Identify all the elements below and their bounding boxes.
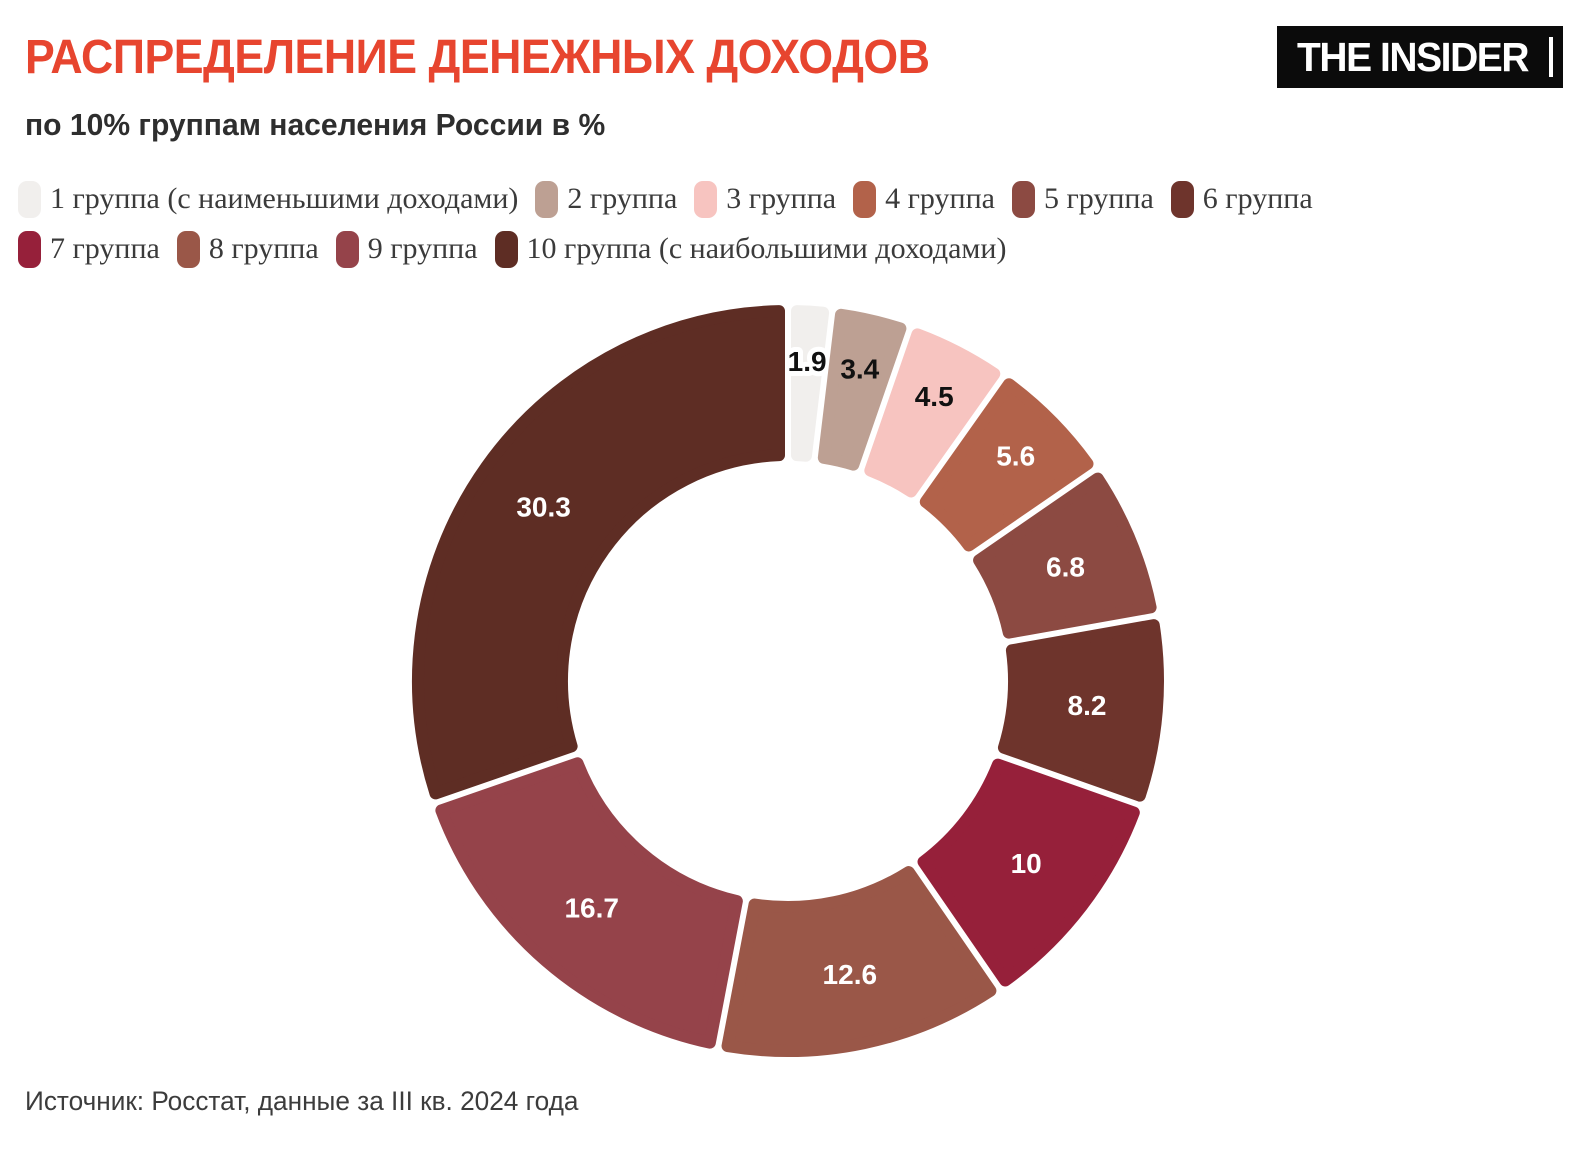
legend-swatch-group-8 <box>176 230 200 268</box>
legend-swatch-group-3 <box>694 180 718 218</box>
logo-text: THE INSIDER <box>1297 33 1529 80</box>
chart-subtitle: по 10% группам населения России в % <box>25 107 606 142</box>
slice-value-label-group-6: 8.2 <box>1068 690 1107 721</box>
legend-label-group-8: 8 группа <box>208 232 319 265</box>
legend-swatch-group-7 <box>18 230 41 268</box>
legend-row-2: 7 группа 8 группа 9 группа 10 группа (с наи… <box>18 224 1558 274</box>
donut-svg: 1.9 3.4 4.5 5.6 6.8 8.2 10 12.6 16.7 30.3 <box>412 305 1164 1058</box>
slice-value-label-group-4: 5.6 <box>996 441 1035 472</box>
legend-label-group-2: 2 группа <box>567 182 678 215</box>
legend-swatch-group-9 <box>335 230 359 268</box>
donut-slice-group-10[interactable] <box>412 305 785 800</box>
source-note: Источник: Росстат, данные за III кв. 202… <box>25 1086 579 1116</box>
the-insider-logo: THE INSIDER <box>1277 26 1564 88</box>
donut-chart: 1.9 3.4 4.5 5.6 6.8 8.2 10 12.6 16.7 30.3 <box>393 286 1183 1076</box>
donut-slice-group-3[interactable] <box>864 328 1001 498</box>
legend-label-group-4: 4 группа <box>885 182 995 215</box>
slice-value-label-group-3: 4.5 <box>915 381 954 412</box>
legend-label-group-3: 3 группа <box>726 182 837 215</box>
legend-label-group-7: 7 группа <box>50 232 160 265</box>
legend-label-group-9: 9 группа <box>367 232 478 265</box>
legend-item-group-9: 9 группа <box>335 230 478 268</box>
legend-swatch-group-6 <box>1170 180 1194 218</box>
legend-item-group-8: 8 группа <box>176 230 319 268</box>
donut-slice-group-1[interactable] <box>791 305 830 462</box>
legend-label-group-5: 5 группа <box>1043 182 1154 215</box>
donut-slice-group-9[interactable] <box>435 757 743 1049</box>
legend-label-group-6: 6 группа <box>1202 182 1313 215</box>
legend-item-group-2: 2 группа <box>535 180 678 218</box>
legend-item-group-1: 1 группа (с наименьшими доходами) <box>18 180 519 218</box>
donut-slice-group-4[interactable] <box>919 378 1094 552</box>
donut-slice-group-8[interactable] <box>721 866 997 1058</box>
legend-item-group-3: 3 группа <box>694 180 837 218</box>
donut-slice-group-7[interactable] <box>917 758 1140 987</box>
slice-value-label-group-7: 10 <box>1011 848 1042 879</box>
legend-item-group-4: 4 группа <box>853 180 995 218</box>
donut-slice-group-6[interactable] <box>997 619 1164 802</box>
legend-swatch-group-4 <box>853 180 877 218</box>
slice-value-label-group-10: 30.3 <box>516 492 571 523</box>
legend-swatch-group-1 <box>18 180 41 218</box>
logo-cursor-bar <box>1549 37 1554 77</box>
donut-slice-group-5[interactable] <box>973 472 1157 639</box>
slice-value-label-group-1: 1.9 <box>788 346 827 377</box>
slice-value-label-group-5: 6.8 <box>1046 552 1085 583</box>
legend-item-group-7: 7 группа <box>18 230 160 268</box>
legend: 1 группа (с наименьшими доходами) 2 групп… <box>18 174 1558 274</box>
legend-swatch-group-10 <box>494 230 518 268</box>
legend-swatch-group-5 <box>1011 180 1035 218</box>
legend-item-group-5: 5 группа <box>1011 180 1154 218</box>
legend-item-group-6: 6 группа <box>1170 180 1313 218</box>
slice-value-label-group-8: 12.6 <box>823 959 878 990</box>
legend-item-group-10: 10 группа (с наибольшими доходами) <box>494 230 1007 268</box>
legend-row-1: 1 группа (с наименьшими доходами) 2 групп… <box>18 174 1558 224</box>
slice-value-label-group-9: 16.7 <box>564 892 619 923</box>
legend-label-group-10: 10 группа (с наибольшими доходами) <box>526 232 1007 265</box>
donut-slice-group-2[interactable] <box>817 308 907 471</box>
chart-title: РАСПРЕДЕЛЕНИЕ ДЕНЕЖНЫХ ДОХОДОВ <box>25 31 930 84</box>
slice-value-label-group-2: 3.4 <box>840 354 879 385</box>
legend-swatch-group-2 <box>535 180 559 218</box>
legend-label-group-1: 1 группа (с наименьшими доходами) <box>50 182 519 215</box>
